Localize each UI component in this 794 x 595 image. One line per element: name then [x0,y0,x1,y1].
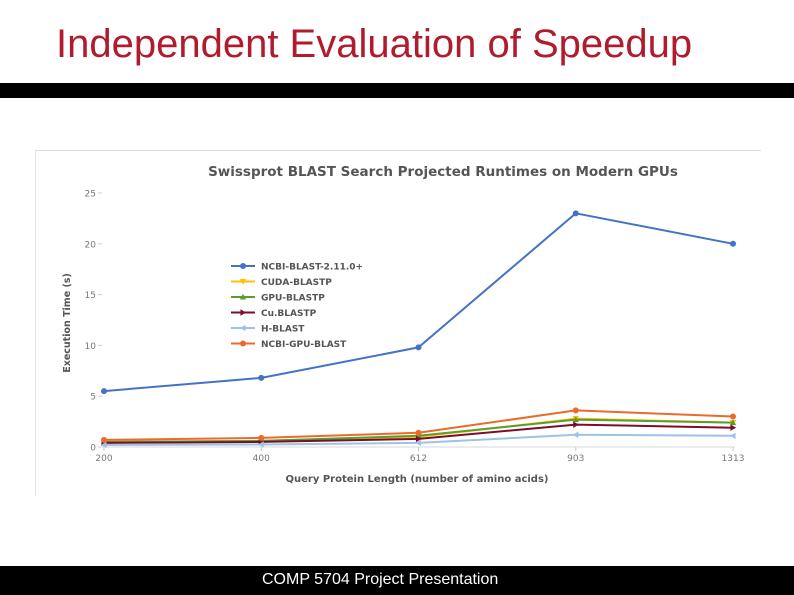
data-point [572,416,579,423]
chart-frame: Swissprot BLAST Search Projected Runtime… [35,150,761,496]
series-5 [100,431,736,449]
legend-marker [240,340,246,347]
data-point [415,344,422,351]
data-point [730,424,737,431]
legend-marker [240,309,247,316]
y-tick-label: 10 [85,342,97,352]
legend-label: CUDA-BLASTP [261,278,332,288]
data-point [415,439,422,447]
data-point [729,419,737,426]
y-tick-label: 5 [90,393,96,403]
series-line [103,212,734,393]
y-tick-label: 15 [85,291,96,301]
y-axis-label: Execution Time (s) [62,273,73,373]
legend-label: Cu.BLASTP [261,309,317,319]
y-tick-label: 0 [90,444,96,454]
data-point [730,413,736,420]
x-axis-label: Query Protein Length (number of amino ac… [285,474,548,485]
footer-text: COMP 5704 Project Presentation [262,571,499,588]
series-6 [101,407,736,443]
footer-bar: COMP 5704 Project Presentation [0,566,794,595]
series-1 [101,210,736,395]
x-tick-label: 612 [410,454,427,464]
data-point [258,441,264,448]
data-point [573,421,579,428]
data-point [572,431,579,439]
data-point [572,210,579,217]
data-point [101,388,107,395]
legend-label: NCBI-GPU-BLAST [261,340,347,350]
x-tick-label: 200 [95,454,112,464]
legend-marker [239,324,246,332]
data-point [101,436,107,443]
data-point [258,434,265,441]
legend-label: GPU-BLASTP [261,294,325,304]
data-point [572,407,579,414]
y-tick-label: 25 [85,190,96,200]
title-divider-bar [0,83,794,98]
legend-marker [239,278,247,285]
legend-label: NCBI-BLAST-2.11.0+ [261,263,363,273]
legend-marker [240,263,246,269]
legend-label: H-BLAST [261,325,305,335]
x-tick-label: 1313 [722,454,745,464]
slide-title: Independent Evaluation of Speedup [56,22,693,66]
x-tick-label: 903 [567,454,584,464]
data-point [415,435,422,443]
data-point [729,432,736,440]
x-tick-label: 400 [253,454,270,464]
data-point [415,429,422,436]
data-point [730,240,736,247]
chart-title: Swissprot BLAST Search Projected Runtime… [208,164,678,180]
data-point [100,441,107,449]
runtime-line-chart: Swissprot BLAST Search Projected Runtime… [62,164,745,485]
y-tick-label: 20 [85,240,97,250]
legend-marker [239,293,247,300]
data-point [258,374,265,381]
